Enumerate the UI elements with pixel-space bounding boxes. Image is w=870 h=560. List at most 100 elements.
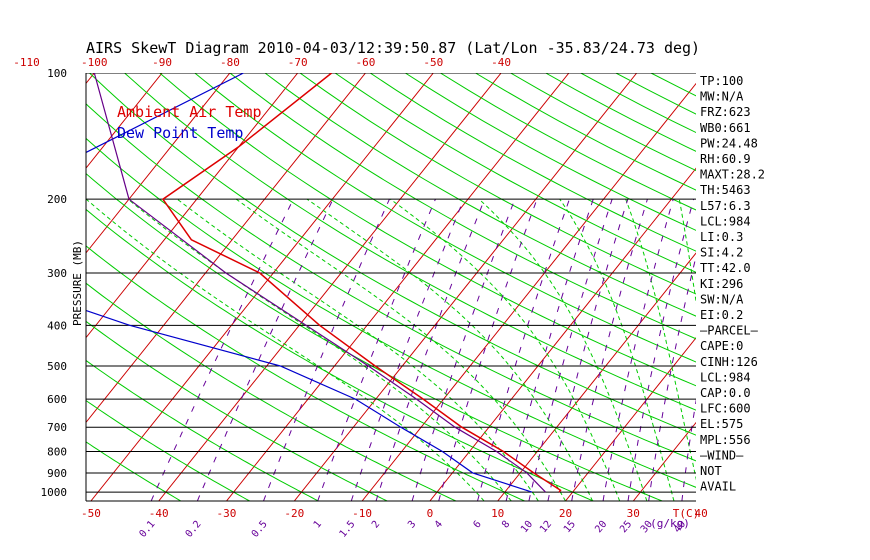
moist-adiabat-line bbox=[306, 198, 594, 501]
bottom-temp-tick-label: -50 bbox=[81, 507, 101, 520]
moist-adiabat-line bbox=[127, 198, 512, 501]
profile-series bbox=[86, 73, 562, 493]
mixing-ratio-tick-label: 4 bbox=[433, 519, 445, 531]
pressure-tick-label: 600 bbox=[47, 393, 67, 406]
pressure-tick-label: 400 bbox=[47, 319, 67, 332]
mixing-ratio-line bbox=[350, 199, 465, 501]
index-entry: —WIND— bbox=[700, 448, 744, 462]
isotherm-line bbox=[90, 73, 434, 501]
top-temp-tick-label: -110 bbox=[13, 56, 40, 69]
dry-adiabat-line bbox=[86, 103, 696, 462]
dry-adiabat-line bbox=[89, 73, 696, 436]
bottom-temp-unit-label: T(C) bbox=[673, 507, 700, 520]
index-entry: NOT bbox=[700, 464, 722, 478]
index-entry: SW:N/A bbox=[700, 292, 744, 306]
legend: Ambient Air Temp Dew Point Temp bbox=[117, 103, 262, 142]
pressure-tick-label: 900 bbox=[47, 467, 67, 480]
isotherm-line bbox=[632, 421, 696, 501]
moist-adiabat-line bbox=[625, 199, 696, 481]
index-entry: LCL:984 bbox=[700, 370, 751, 384]
mixing-ratio-line bbox=[505, 199, 594, 501]
top-temp-tick-label: -80 bbox=[220, 56, 240, 69]
index-entry: KI:296 bbox=[700, 277, 743, 291]
index-entry: RH:60.9 bbox=[700, 152, 751, 166]
dry-adiabat-line bbox=[124, 73, 696, 411]
dry-adiabat-line bbox=[86, 359, 319, 501]
mixing-ratio-tick-label: 3 bbox=[406, 519, 418, 531]
dry-adiabat-line bbox=[650, 73, 696, 97]
series-line-dew-point-temp bbox=[86, 73, 533, 493]
top-temp-tick-label: -40 bbox=[491, 56, 511, 69]
pressure-tick-label: 1000 bbox=[41, 486, 68, 499]
isotherm-line bbox=[429, 167, 696, 501]
isotherm-line bbox=[226, 73, 570, 501]
mixing-ratio-line bbox=[375, 199, 485, 501]
moist-adiabat-line bbox=[86, 198, 485, 501]
dry-adiabat-line bbox=[86, 441, 182, 501]
top-temp-tick-label: -100 bbox=[81, 56, 108, 69]
index-entry: MPL:556 bbox=[700, 433, 751, 447]
mixing-ratio-tick-label: 12 bbox=[538, 519, 554, 535]
index-entry: LCL:984 bbox=[700, 214, 751, 228]
index-entry: EI:0.2 bbox=[700, 308, 743, 322]
isotherm-line bbox=[86, 73, 366, 424]
mixing-ratio-line bbox=[317, 199, 436, 501]
index-entry: CINH:126 bbox=[700, 355, 758, 369]
mixing-ratio-tick-label: 25 bbox=[618, 519, 634, 535]
bottom-temp-tick-label: 0 bbox=[427, 507, 434, 520]
index-entry: TT:42.0 bbox=[700, 261, 751, 275]
mixing-ratio-tick-label: 2 bbox=[370, 519, 382, 531]
axes: 1002003004005006007008009001000-120-110-… bbox=[13, 56, 707, 540]
background-grid bbox=[0, 73, 870, 501]
mixing-ratio-tick-label: 0.1 bbox=[137, 519, 157, 540]
legend-entry: Dew Point Temp bbox=[117, 124, 243, 142]
bottom-temp-tick-label: 20 bbox=[559, 507, 572, 520]
series-line-parcel bbox=[93, 73, 546, 493]
dry-adiabat-line bbox=[334, 73, 696, 273]
isotherm-line bbox=[497, 252, 696, 501]
mixing-ratio-line bbox=[528, 199, 613, 501]
pressure-tick-label: 300 bbox=[47, 267, 67, 280]
index-entry: CAPE:0 bbox=[700, 339, 743, 353]
isotherm-line bbox=[0, 73, 26, 501]
dry-adiabat-line bbox=[510, 73, 696, 172]
mixing-ratio-tick-label: 0.2 bbox=[184, 519, 204, 540]
dry-adiabat-line bbox=[369, 73, 696, 252]
y-axis-label: PRESSURE (MB) bbox=[71, 240, 84, 326]
top-temp-tick-label: -60 bbox=[356, 56, 376, 69]
mixing-ratio-line bbox=[477, 199, 570, 501]
moist-adiabat-line bbox=[678, 199, 696, 305]
isotherm-line bbox=[293, 73, 638, 501]
dry-adiabat-line bbox=[299, 73, 696, 295]
mixing-ratio-line bbox=[150, 198, 294, 501]
dry-adiabat-line bbox=[194, 73, 696, 363]
dry-adiabat-line bbox=[229, 73, 696, 340]
index-entry: CAP:0.0 bbox=[700, 386, 751, 400]
index-entry: FRZ:623 bbox=[700, 105, 751, 119]
mixing-ratio-line bbox=[571, 199, 648, 501]
dry-adiabat-line bbox=[440, 73, 696, 211]
index-entry: LFC:600 bbox=[700, 402, 751, 416]
dry-adiabat-line bbox=[86, 208, 594, 501]
mixing-ratio-tick-label: 0.5 bbox=[250, 519, 270, 540]
index-entry: LI:0.3 bbox=[700, 230, 743, 244]
index-entry: MW:N/A bbox=[700, 90, 744, 104]
isotherm-line bbox=[837, 73, 870, 501]
pressure-tick-label: 100 bbox=[47, 67, 67, 80]
moist-adiabat-line bbox=[236, 198, 566, 501]
bottom-temp-tick-label: -30 bbox=[217, 507, 237, 520]
mixing-ratio-unit-label: (g/kg) bbox=[650, 517, 690, 530]
bottom-temp-tick-label: -10 bbox=[352, 507, 372, 520]
dry-adiabat-line bbox=[86, 137, 696, 488]
mixing-ratio-line bbox=[547, 199, 629, 501]
pressure-tick-label: 200 bbox=[47, 193, 67, 206]
mixing-ratio-tick-label: 1 bbox=[312, 519, 324, 531]
moist-adiabat-line bbox=[559, 198, 675, 501]
index-entry: AVAIL bbox=[700, 480, 736, 494]
index-entry: L57:6.3 bbox=[700, 199, 751, 213]
mixing-ratio-tick-label: 15 bbox=[562, 519, 578, 535]
isotherm-line bbox=[769, 73, 870, 501]
mixing-ratio-tick-label: 6 bbox=[471, 519, 483, 531]
mixing-ratio-tick-label: 8 bbox=[500, 519, 512, 531]
